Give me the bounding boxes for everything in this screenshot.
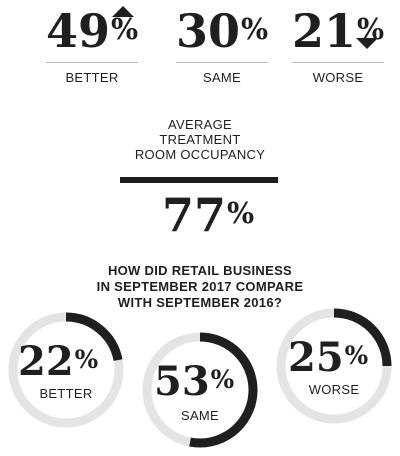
down-arrow-icon: [356, 38, 378, 49]
ring-same: [142, 332, 258, 448]
ring-same-label: SAME: [180, 408, 220, 423]
ring-worse-percent: %: [344, 341, 369, 371]
ring-arc-worse: [333, 308, 392, 367]
stat-better-value: 49%: [46, 8, 138, 54]
occupancy-title-line-1: AVERAGE: [168, 117, 232, 132]
ring-better-percent: %: [74, 345, 99, 375]
ring-better-number: 22: [18, 338, 74, 385]
ring-better-label: BETTER: [39, 386, 93, 401]
occupancy-bar: [120, 177, 278, 183]
retail-question-line-3: WITH SEPTEMBER 2016?: [117, 295, 283, 310]
stat-worse-label: WORSE: [312, 70, 364, 85]
ring-worse: [276, 308, 392, 424]
up-arrow-icon: [112, 6, 134, 17]
stat-same-rule: [176, 62, 268, 63]
stat-same-label: SAME: [202, 70, 242, 85]
stat-better-number: 49: [46, 4, 111, 58]
ring-same-percent: %: [210, 365, 235, 395]
ring-better-value: 22%: [18, 342, 98, 382]
stat-better-percent: %: [111, 12, 139, 47]
stat-same-value: 30%: [176, 8, 268, 54]
occupancy-title-line-2: TREATMENT: [159, 132, 241, 147]
occupancy-percent: %: [227, 196, 255, 231]
stat-same-percent: %: [241, 12, 269, 47]
ring-worse-value: 25%: [288, 338, 368, 378]
occupancy-title-line-3: ROOM OCCUPANCY: [134, 147, 266, 162]
stat-same-number: 30: [176, 4, 241, 58]
ring-same-number: 53: [154, 358, 210, 405]
ring-worse-label: WORSE: [308, 382, 360, 397]
ring-arc-better: [65, 312, 123, 362]
ring-better: [8, 312, 124, 428]
ring-arc-same: [189, 332, 258, 448]
ring-same-value: 53%: [154, 362, 234, 402]
occupancy-title: AVERAGE TREATMENT ROOM OCCUPANCY: [100, 117, 300, 162]
stat-worse-number: 21: [292, 4, 357, 58]
retail-question-line-2: IN SEPTEMBER 2017 COMPARE: [96, 279, 304, 294]
retail-question: HOW DID RETAIL BUSINESS IN SEPTEMBER 201…: [60, 263, 340, 311]
stat-worse-rule: [292, 62, 384, 63]
stat-better-rule: [46, 62, 138, 63]
retail-question-line-1: HOW DID RETAIL BUSINESS: [107, 263, 293, 278]
stat-better-label: BETTER: [65, 70, 119, 85]
occupancy-number: 77: [162, 188, 227, 242]
occupancy-value: 77%: [162, 192, 254, 238]
ring-worse-number: 25: [288, 334, 344, 381]
